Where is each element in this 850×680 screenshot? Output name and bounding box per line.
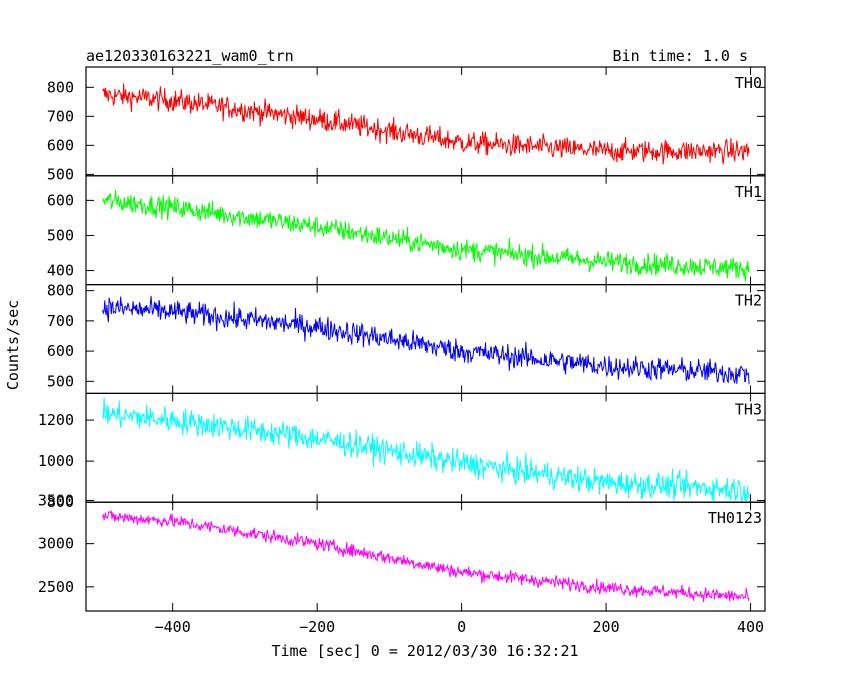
series-line-th3 [102,397,750,503]
series-line-th1 [102,189,750,282]
panel-frame [85,501,766,612]
x-tick-label: −200 [299,618,335,636]
y-tick-label: 400 [47,262,74,280]
x-tick-label: 200 [593,618,620,636]
y-tick-label: 700 [47,312,74,330]
panel-label-th2: TH2 [735,292,762,310]
y-tick-label: 1000 [38,452,74,470]
y-tick-label: 600 [47,342,74,360]
x-axis-label: Time [sec] 0 = 2012/03/30 16:32:21 [271,642,578,660]
panel-label-th1: TH1 [735,183,762,201]
panel-frame [85,284,766,395]
y-tick-label: 800 [47,78,74,96]
series-line-th0 [102,83,750,165]
panel-label-th0: TH0 [735,74,762,92]
chart-title: ae120330163221_wam0_trn [86,47,294,65]
y-tick-label: 700 [47,107,74,125]
series-line-th0123 [102,509,750,603]
y-tick-label: 3500 [38,491,74,509]
y-tick-label: 2500 [38,578,74,596]
y-tick-label: 800 [47,282,74,300]
chart-subtitle: Bin time: 1.0 s [613,47,748,65]
panel-label-th3: TH3 [735,400,762,418]
y-axis-label: Counts/sec [4,300,22,390]
y-tick-label: 500 [47,165,74,183]
y-tick-label: 500 [47,226,74,244]
y-tick-label: 600 [47,136,74,154]
panel-frame [85,175,766,286]
panel-label-th0123: TH0123 [708,509,762,527]
x-tick-label: 0 [457,618,466,636]
y-tick-label: 1200 [38,411,74,429]
x-tick-label: −400 [155,618,191,636]
y-tick-label: 800 [47,493,74,511]
y-tick-label: 3000 [38,535,74,553]
y-tick-label: 500 [47,372,74,390]
x-tick-label: 400 [737,618,764,636]
series-line-th2 [102,295,750,385]
y-tick-label: 600 [47,191,74,209]
